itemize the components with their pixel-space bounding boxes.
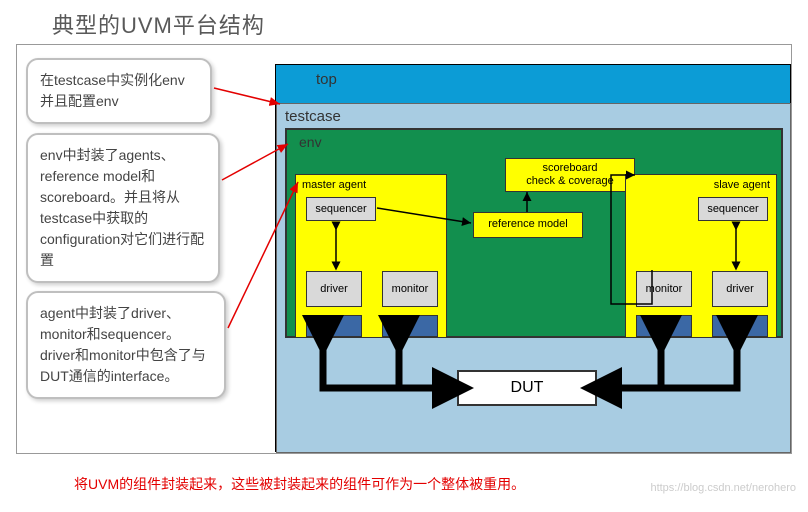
slave-sequencer: sequencer: [698, 197, 768, 221]
master-monitor: monitor: [382, 271, 438, 307]
reference-model: reference model: [473, 212, 583, 238]
slave-monitor: monitor: [636, 271, 692, 307]
master-sequencer: sequencer: [306, 197, 376, 221]
top-label: top: [316, 71, 337, 88]
env-container: env master agent sequencer driver monito…: [285, 128, 783, 338]
slave-driver: driver: [712, 271, 768, 307]
scoreboard-l2: check & coverage: [526, 175, 613, 188]
slave-agent-label: slave agent: [714, 179, 770, 191]
top-container: top testcase env master agent sequencer …: [275, 64, 791, 452]
scoreboard: scoreboard check & coverage: [505, 158, 635, 192]
bottom-red-text: 将UVM的组件封装起来，这些被封装起来的组件可作为一个整体被重用。: [74, 474, 525, 494]
testcase-label: testcase: [285, 108, 782, 125]
annotation-agent: agent中封装了driver、monitor和sequencer。driver…: [26, 291, 226, 399]
master-agent-label: master agent: [302, 179, 366, 191]
master-agent: master agent sequencer driver monitor IF…: [295, 174, 447, 338]
slave-seq-driver-arrow-icon: [726, 221, 746, 271]
dut-box: DUT: [457, 370, 597, 406]
scoreboard-l1: scoreboard: [542, 162, 597, 175]
slave-agent: slave agent sequencer monitor driver IF …: [625, 174, 777, 338]
master-monitor-if: IF: [382, 315, 438, 337]
watermark: https://blog.csdn.net/nerohero: [650, 482, 796, 494]
testcase-container: testcase env master agent sequencer driv…: [276, 103, 791, 453]
master-driver: driver: [306, 271, 362, 307]
annotation-testcase: 在testcase中实例化env并且配置env: [26, 58, 212, 124]
slave-driver-if: IF: [712, 315, 768, 337]
seq-driver-arrow-icon: [326, 221, 346, 271]
page-title: 典型的UVM平台结构: [52, 8, 265, 40]
slave-monitor-if: IF: [636, 315, 692, 337]
env-label: env: [299, 134, 322, 150]
annotation-env: env中封装了agents、reference model和scoreboard…: [26, 133, 220, 283]
master-driver-if: IF: [306, 315, 362, 337]
